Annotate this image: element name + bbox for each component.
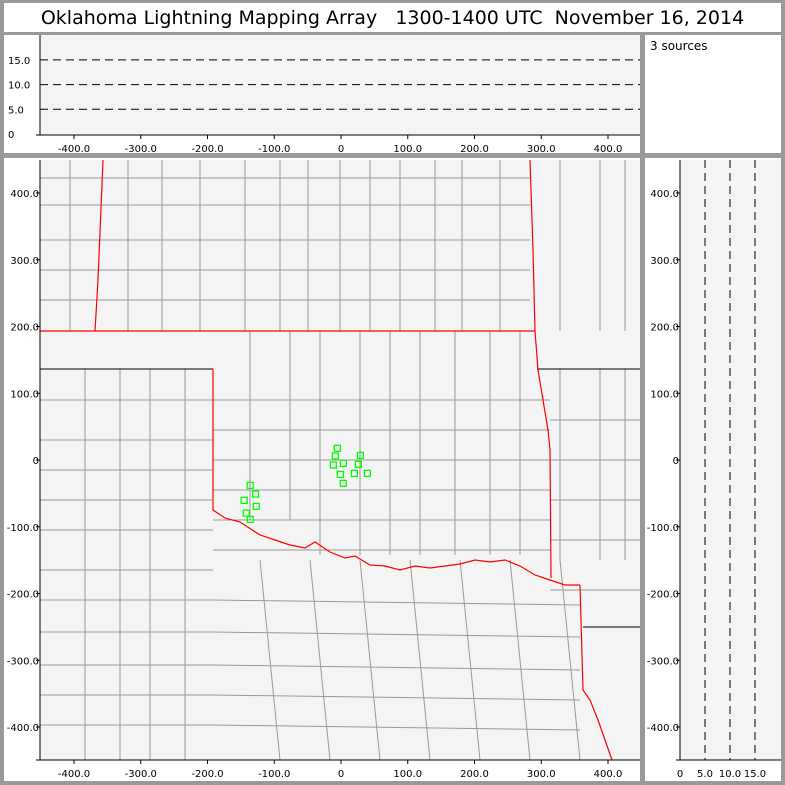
map-y-tick-label: -200.0 [7,590,39,601]
map-y-tick-label: 0 [33,456,39,467]
source-count: 3 sources [650,39,708,53]
top-y-tick-label: 5.0 [8,105,24,116]
top-x-tick-label: 200.0 [460,144,489,155]
lightning-source-marker [331,452,339,460]
county-line [212,694,581,701]
map-x-tick-label: -300.0 [125,769,157,780]
lightning-source-marker [339,459,347,467]
county-line [212,631,581,638]
county-line [509,559,531,761]
right-x-tick-label: 0 [677,769,683,780]
map-x-tick-label: -200.0 [191,769,223,780]
map-y-tick-label: 100.0 [10,389,39,400]
right-y-tick-label: -300.0 [647,656,679,667]
county-line [409,559,431,761]
source-count-panel [645,35,781,153]
map-x-tick-label: 100.0 [393,769,422,780]
map-x-tick-label: 200.0 [460,769,489,780]
map-x-tick-label: -100.0 [258,769,290,780]
county-line [212,724,581,731]
map-x-tick-label: 300.0 [527,769,556,780]
lightning-source-marker [251,490,260,498]
lightning-source-marker [350,469,359,478]
lightning-source-marker [354,460,363,468]
lightning-source-marker [240,496,248,505]
lightning-source-marker [336,470,344,479]
map-y-tick-label: 200.0 [10,323,39,334]
right-y-tick-label: -400.0 [647,723,679,734]
top-x-tick-label: -100.0 [258,144,290,155]
lightning-source-marker [329,461,337,469]
county-line [309,559,331,761]
lightning-source-marker [356,451,365,459]
right-x-tick-label: 10.0 [719,769,741,780]
map-x-tick-label: -400.0 [58,769,90,780]
top-y-tick-label: 0 [8,130,14,141]
lightning-source-marker [246,515,254,524]
county-lines [40,160,640,761]
right-y-tick-label: -100.0 [647,523,679,534]
lightning-source-marker [363,469,372,478]
right-x-tick-label: 5.0 [697,769,713,780]
map-y-tick-label: 300.0 [10,256,39,267]
lightning-source-marker [246,481,254,490]
right-y-tick-label: 0 [673,456,679,467]
top-x-tick-label: -300.0 [125,144,157,155]
lightning-source-marker [339,479,347,488]
map-y-tick-label: 400.0 [10,189,39,200]
county-line [212,599,581,606]
right-x-tick-label: 15.0 [744,769,766,780]
lightning-source-marker [242,509,250,517]
county-line [459,559,481,761]
top-x-tick-label: 300.0 [527,144,556,155]
county-line [212,664,581,671]
right-y-tick-label: 100.0 [650,389,679,400]
map-y-tick-label: -300.0 [7,656,39,667]
map-x-tick-label: 400.0 [594,769,623,780]
top-x-tick-label: 0 [338,144,344,155]
right-y-tick-label: 200.0 [650,323,679,334]
top-x-tick-label: 400.0 [594,144,623,155]
right-y-tick-label: 300.0 [650,256,679,267]
county-line [559,559,581,761]
map-x-tick-label: 0 [338,769,344,780]
right-y-tick-label: -200.0 [647,590,679,601]
top-x-tick-label: -200.0 [191,144,223,155]
county-line [259,559,281,761]
lightning-source-marker [333,444,341,452]
lightning-source-marker [252,502,260,511]
county-line [359,559,381,761]
state-borders [40,159,613,761]
map-y-tick-label: -400.0 [7,723,39,734]
top-x-tick-label: 100.0 [393,144,422,155]
top-y-tick-label: 15.0 [8,56,30,67]
right-y-tick-label: 400.0 [650,189,679,200]
map-y-tick-label: -100.0 [7,523,39,534]
state-lines-black [40,368,640,628]
chart-title: Oklahoma Lightning Mapping Array 1300-14… [4,3,781,32]
top-x-tick-label: -400.0 [58,144,90,155]
top-y-tick-label: 10.0 [8,81,30,92]
